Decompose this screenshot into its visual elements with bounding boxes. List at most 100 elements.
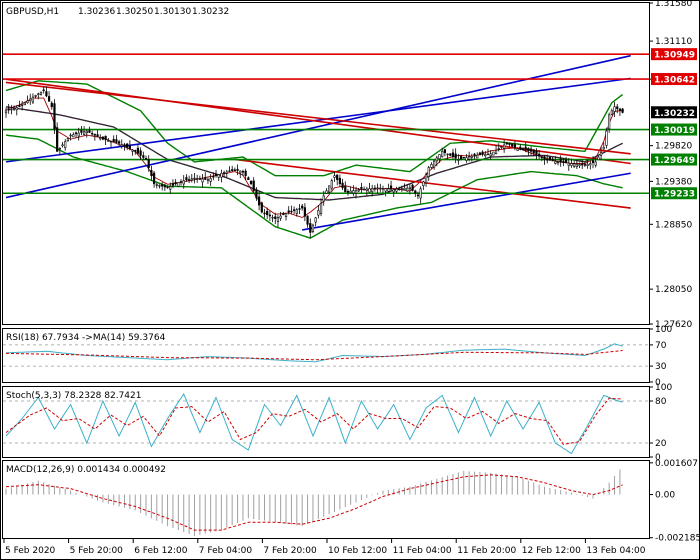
price-tick-label: 1.28850 — [655, 220, 692, 230]
candle-body — [268, 214, 271, 217]
candle-body — [222, 172, 226, 174]
candle-body — [136, 147, 140, 154]
candle-body — [220, 172, 223, 178]
candle-body — [476, 154, 479, 159]
candle-body — [492, 151, 495, 156]
candle-body — [212, 176, 215, 178]
trendline-blue — [5, 77, 631, 163]
candle-body — [112, 139, 115, 143]
candle-body — [540, 156, 543, 159]
candle-body — [365, 188, 368, 191]
candle-body — [31, 96, 35, 103]
candle-body — [7, 108, 10, 111]
candle-body — [120, 144, 123, 147]
candle-body — [287, 210, 290, 213]
macd-title: MACD(12,26,9) 0.001434 0.000492 — [6, 465, 166, 475]
candle-body — [554, 161, 557, 164]
candle-body — [171, 183, 175, 186]
candle-body — [101, 136, 105, 140]
candle-body — [527, 147, 530, 152]
time-tick-label: 5 Feb 2020 — [5, 546, 56, 556]
candle-body — [142, 155, 145, 158]
level-tag-label: 1.29233 — [654, 190, 695, 200]
signal-line — [5, 397, 623, 445]
candle-body — [462, 156, 465, 159]
candle-body — [419, 188, 422, 199]
candle-body — [134, 150, 137, 152]
candle-body — [371, 188, 374, 193]
candle-body — [109, 140, 113, 143]
candle-body — [567, 162, 570, 166]
level-tag-label: 1.30642 — [654, 76, 695, 86]
candle-body — [131, 149, 134, 152]
candle-body — [451, 152, 455, 158]
candle-body — [258, 196, 261, 206]
candle-body — [198, 178, 201, 180]
candle-body — [225, 171, 228, 174]
candle-body — [88, 130, 91, 133]
candle-body — [508, 142, 511, 145]
candle-body — [99, 137, 102, 140]
candle-body — [196, 178, 199, 180]
candle-body — [346, 190, 350, 193]
candle-body — [589, 163, 592, 166]
level-tag-label: 1.29649 — [654, 156, 695, 166]
bollinger-upper — [5, 80, 624, 177]
candle-body — [513, 144, 517, 148]
candle-body — [301, 205, 304, 209]
macd-axis: 0.001607 0.00 -0.002185 — [649, 459, 700, 544]
candle-body — [357, 189, 360, 192]
candle-body — [37, 93, 40, 95]
candle-body — [15, 107, 18, 111]
level-price-tags: 1.30949 1.30642 1.30232 1.30019 1.29649 1.292… — [651, 48, 697, 200]
time-tick-label: 12 Feb 12:00 — [522, 546, 581, 556]
candle-body — [4, 110, 8, 114]
candle-body — [82, 131, 86, 135]
rsi-panel: 100 70 30 0 RSI(18) 67.7934 ->MA(14) 59.376… — [2, 325, 672, 388]
candle-body — [586, 164, 589, 166]
candle-body — [169, 186, 172, 190]
candle-body — [486, 153, 490, 156]
candle-body — [446, 153, 449, 156]
ohlc-high: 1.30250 — [116, 7, 153, 17]
candle-body — [77, 132, 80, 137]
candle-body — [80, 130, 83, 133]
candle-body — [459, 156, 463, 160]
candle-body — [290, 210, 293, 213]
candle-body — [599, 151, 603, 156]
candle-body — [56, 127, 59, 152]
candle-body — [260, 202, 263, 213]
candle-body — [430, 164, 433, 168]
candle-body — [416, 194, 420, 197]
candle-body — [123, 144, 126, 147]
candle-body — [524, 146, 527, 151]
candle-body — [249, 180, 253, 185]
price-tick-label: 1.27620 — [655, 320, 692, 330]
tick-label: -0.002185 — [655, 534, 700, 544]
time-tick-label: 6 Feb 12:00 — [134, 546, 188, 556]
rsi-title: RSI(18) 67.7934 ->MA(14) 59.3764 — [6, 333, 166, 343]
candle-body — [360, 187, 363, 190]
candle-body — [519, 146, 522, 150]
candle-body — [126, 143, 129, 148]
candle-body — [454, 153, 457, 159]
candle-body — [96, 134, 99, 137]
candle-body — [395, 188, 398, 192]
candle-body — [511, 143, 514, 147]
candle-body — [521, 148, 525, 151]
candle-body — [570, 163, 573, 166]
candle-body — [293, 209, 296, 211]
candle-body — [608, 114, 611, 130]
candle-body — [209, 178, 212, 182]
candle-body — [414, 190, 417, 194]
candle-body — [352, 190, 355, 194]
candle-body — [201, 178, 204, 183]
candle-body — [53, 103, 56, 130]
time-tick-label: 13 Feb 04:00 — [586, 546, 645, 556]
candle-body — [58, 147, 61, 150]
candle-body — [400, 188, 403, 190]
trendline-red — [5, 81, 631, 155]
candle-body — [379, 187, 382, 190]
